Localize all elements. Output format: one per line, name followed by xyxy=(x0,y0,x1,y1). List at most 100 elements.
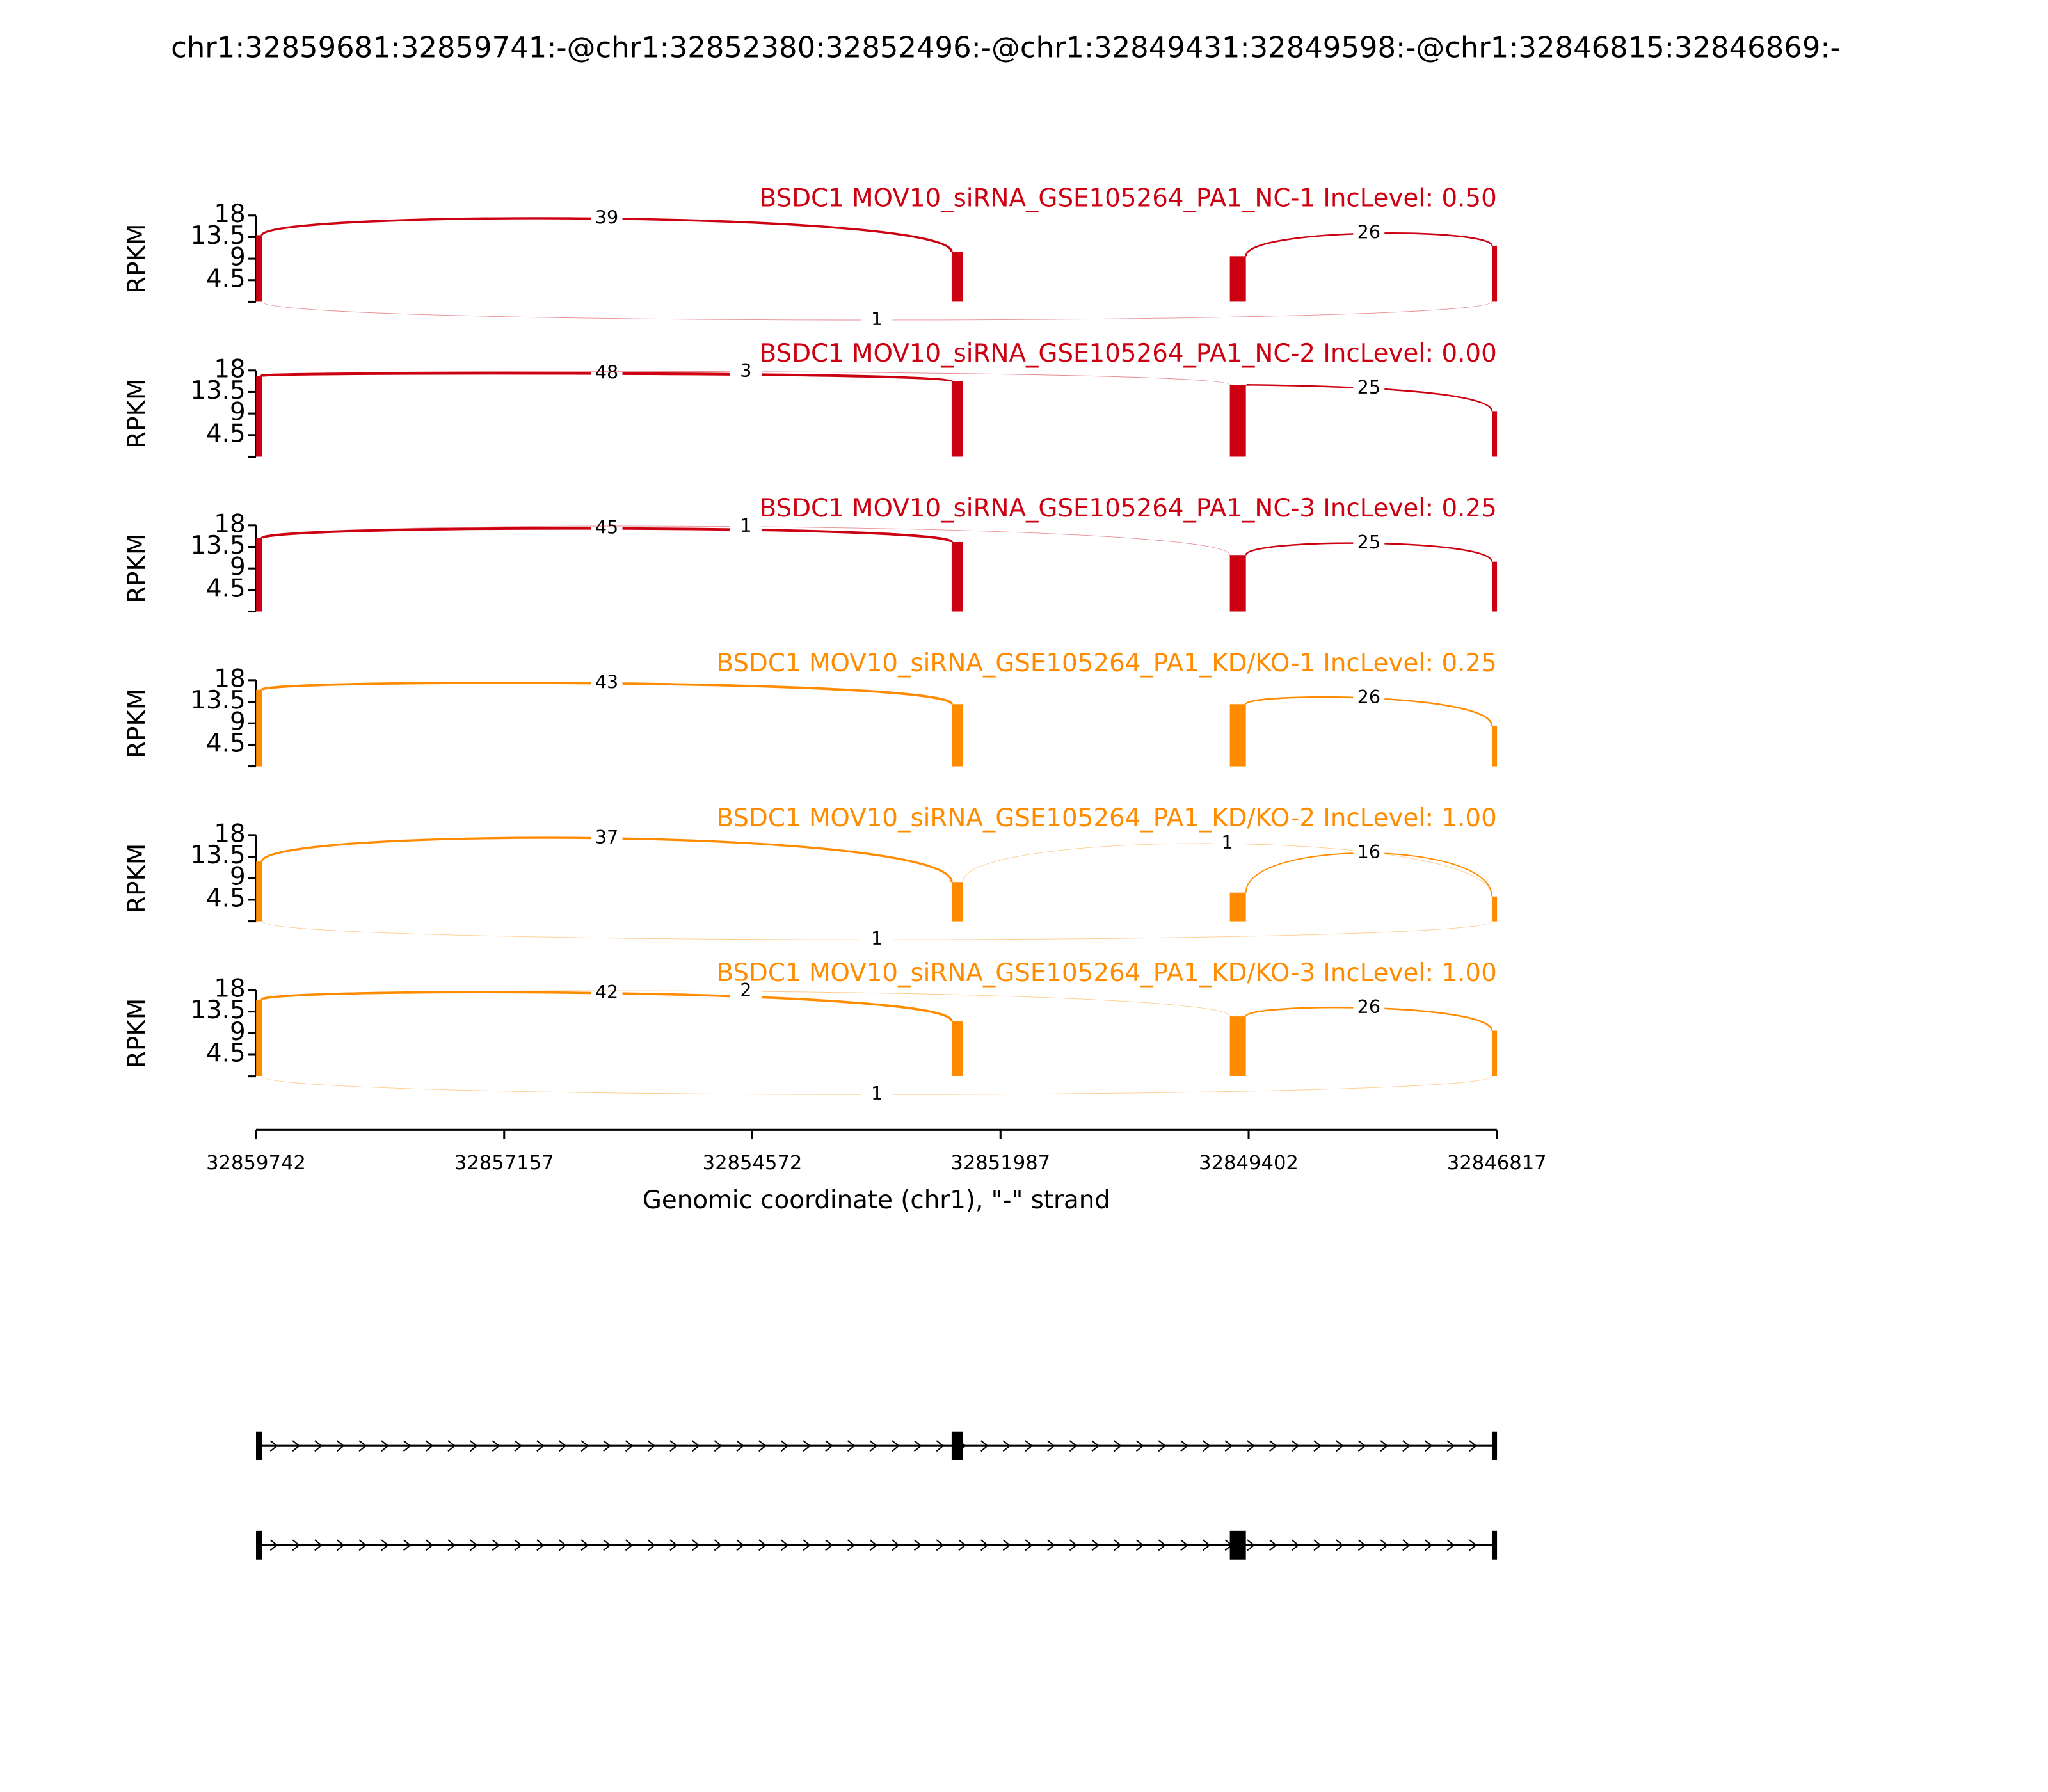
strand-arrow xyxy=(269,1440,278,1452)
y-tick-label: 9 xyxy=(230,863,246,892)
strand-arrow xyxy=(1114,1440,1122,1452)
strand-arrow xyxy=(958,1539,966,1551)
strand-arrow xyxy=(1025,1539,1033,1551)
panel-title: BSDC1 MOV10_siRNA_GSE105264_PA1_KD/KO-1 … xyxy=(717,649,1497,678)
strand-arrow xyxy=(936,1440,945,1452)
strand-arrow xyxy=(758,1539,767,1551)
strand-arrow xyxy=(292,1440,300,1452)
y-axis-label: RPKM xyxy=(123,534,152,604)
strand-arrow xyxy=(536,1539,545,1551)
y-tick-label: 13.5 xyxy=(190,996,245,1025)
y-tick-label: 13.5 xyxy=(190,221,245,250)
junction-label: 25 xyxy=(1357,531,1380,553)
strand-arrow xyxy=(1180,1539,1188,1551)
strand-arrow xyxy=(1180,1440,1188,1452)
strand-arrow xyxy=(603,1539,611,1551)
y-tick-label: 13.5 xyxy=(190,531,245,560)
junction-label-bg xyxy=(730,361,762,383)
coverage-bar xyxy=(256,538,262,612)
coverage-bar xyxy=(1229,892,1246,922)
y-tick-label: 9 xyxy=(230,708,246,737)
strand-arrow xyxy=(825,1440,833,1452)
junction-label-bg xyxy=(861,929,893,950)
strand-arrow xyxy=(647,1539,656,1551)
coverage-bar xyxy=(256,376,262,457)
strand-arrow xyxy=(803,1440,811,1452)
y-axis-label: RPKM xyxy=(123,844,152,913)
junction-label: 43 xyxy=(595,671,618,693)
strand-arrow xyxy=(403,1440,412,1452)
strand-arrow xyxy=(1402,1539,1411,1551)
x-tick-label: 32846817 xyxy=(1447,1152,1547,1174)
coverage-bar xyxy=(951,381,963,457)
strand-arrow xyxy=(936,1539,945,1551)
strand-arrow xyxy=(580,1539,589,1551)
strand-arrow xyxy=(1402,1440,1411,1452)
strand-arrow xyxy=(558,1539,567,1551)
y-axis-label: RPKM xyxy=(123,379,152,449)
strand-arrow xyxy=(1424,1440,1433,1452)
strand-arrow xyxy=(869,1539,878,1551)
coverage-bar xyxy=(1491,896,1498,922)
strand-arrow xyxy=(1224,1440,1233,1452)
coverage-bar xyxy=(1229,704,1246,767)
strand-arrow xyxy=(1336,1539,1344,1551)
coverage-bar xyxy=(256,999,262,1076)
strand-arrow xyxy=(1202,1539,1211,1551)
y-tick-label: 9 xyxy=(230,243,246,272)
junction-label: 1 xyxy=(871,927,883,949)
strand-arrow xyxy=(1446,1539,1455,1551)
coverage-bar xyxy=(1491,725,1498,767)
junction-label-bg xyxy=(591,828,623,849)
strand-arrow xyxy=(714,1539,723,1551)
junction-label: 26 xyxy=(1357,996,1380,1018)
junction-label: 2 xyxy=(740,979,751,1001)
strand-arrow xyxy=(492,1440,500,1452)
strand-arrow xyxy=(470,1539,478,1551)
junction-label-bg xyxy=(1212,833,1244,854)
exon xyxy=(1229,1530,1246,1560)
strand-arrow xyxy=(336,1539,345,1551)
strand-arrow xyxy=(603,1440,611,1452)
coverage-bar xyxy=(1491,245,1498,302)
y-tick-label: 4.5 xyxy=(206,1039,246,1068)
y-tick-label: 18 xyxy=(214,974,245,1003)
exon xyxy=(1491,1431,1498,1460)
exon xyxy=(1491,1530,1498,1560)
strand-arrow xyxy=(780,1539,789,1551)
panel-title: BSDC1 MOV10_siRNA_GSE105264_PA1_NC-3 Inc… xyxy=(760,494,1497,523)
x-tick-label: 32854572 xyxy=(703,1152,803,1174)
strand-arrow xyxy=(647,1440,656,1452)
junction-label: 16 xyxy=(1357,841,1380,863)
junction-label: 42 xyxy=(595,981,618,1003)
coverage-bar xyxy=(951,542,963,612)
strand-arrow xyxy=(1269,1539,1277,1551)
panel-title: BSDC1 MOV10_siRNA_GSE105264_PA1_KD/KO-3 … xyxy=(717,959,1497,988)
strand-arrow xyxy=(358,1539,367,1551)
strand-arrow xyxy=(825,1539,833,1551)
strand-arrow xyxy=(1380,1539,1388,1551)
y-tick-label: 4.5 xyxy=(206,264,246,293)
coverage-bar xyxy=(1229,1016,1246,1076)
strand-arrow xyxy=(1091,1539,1100,1551)
strand-arrow xyxy=(1002,1539,1011,1551)
junction-label-bg xyxy=(861,1084,893,1105)
junction-label-bg xyxy=(1353,532,1385,554)
junction-label-bg xyxy=(591,518,623,540)
junction-label-bg xyxy=(730,516,762,538)
coverage-bar xyxy=(951,882,963,922)
strand-arrow xyxy=(314,1440,323,1452)
strand-arrow xyxy=(847,1440,856,1452)
strand-arrow xyxy=(292,1539,300,1551)
strand-arrow xyxy=(381,1440,389,1452)
coverage-bar xyxy=(1491,1030,1498,1076)
y-tick-label: 9 xyxy=(230,553,246,582)
strand-arrow xyxy=(714,1440,723,1452)
junction-label-bg xyxy=(1353,997,1385,1019)
junction-label-bg xyxy=(1353,378,1385,399)
junction-label: 26 xyxy=(1357,686,1380,708)
coverage-bar xyxy=(1491,561,1498,612)
junction-label-bg xyxy=(861,309,893,331)
strand-arrow xyxy=(1025,1440,1033,1452)
